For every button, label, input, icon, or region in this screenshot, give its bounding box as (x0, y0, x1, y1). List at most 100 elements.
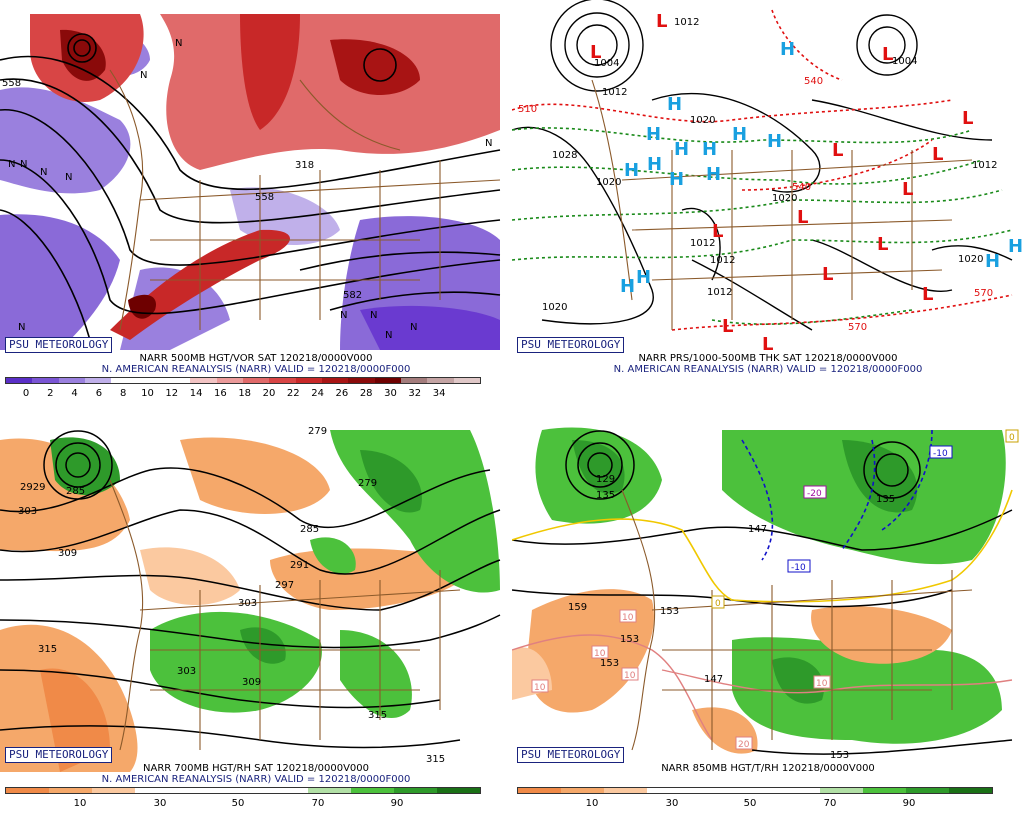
colorbar-tick-label: 50 (743, 798, 757, 809)
isotherm-label: 20 (738, 740, 750, 750)
colorbar-segment (518, 788, 562, 793)
contour-label: 303 (238, 598, 257, 609)
contour-label: 309 (242, 677, 261, 688)
vort-min-marker: N (8, 159, 15, 170)
colorbar-segment (776, 788, 820, 793)
isobars (512, 0, 1013, 331)
colorbar-tick-label: 90 (902, 798, 916, 809)
colorbar-segment (269, 378, 296, 383)
colorbar-tick-label: 0 (22, 388, 30, 399)
dry-region (180, 437, 330, 514)
colorbar-tick-label: 32 (408, 388, 422, 399)
map-pressure: 1012 1004 1004 1020 1028 1020 1012 1020 … (512, 0, 1023, 355)
rh-colorbar (5, 787, 481, 794)
isobar-label: 1004 (892, 56, 917, 67)
contour-label: 291 (290, 560, 309, 571)
colorbar-segment (6, 788, 50, 793)
contour-label: 285 (66, 486, 85, 497)
colorbar-tick-label: 16 (214, 388, 227, 399)
colorbar-segment (295, 378, 322, 383)
colorbar-segment (948, 788, 993, 793)
colorbar-tick-label: 70 (823, 798, 837, 809)
high-pressure-marker: H (624, 160, 639, 181)
contour-label: 315 (368, 710, 387, 721)
isobar-label: 1004 (594, 58, 619, 69)
colorbar-segment (427, 378, 454, 383)
vort-region (0, 214, 120, 350)
map-caption: NARR 500MB HGT/VOR SAT 120218/0000V000 (139, 353, 373, 364)
contour-label: 309 (58, 548, 77, 559)
low-pressure-marker: L (877, 234, 888, 255)
colorbar-segment (216, 378, 243, 383)
thickness-label: 540 (804, 76, 823, 87)
high-pressure-marker: H (985, 251, 1000, 272)
high-pressure-marker: H (646, 124, 661, 145)
colorbar-segment (307, 788, 351, 793)
moist-region (722, 430, 1006, 565)
colorbar-segment (135, 788, 179, 793)
colorbar-segment (733, 788, 777, 793)
contour-label: 285 (300, 524, 319, 535)
vort-max-region (240, 14, 300, 130)
vort-min-marker: N (65, 172, 72, 183)
vort-min-marker: N (175, 38, 182, 49)
colorbar-segment (6, 378, 33, 383)
vort-min-marker: N (140, 70, 147, 81)
psu-credit: PSU METEOROLOGY (5, 337, 113, 353)
colorbar-tick-label: 6 (95, 388, 103, 399)
colorbar-tick-label: 28 (359, 388, 373, 399)
colorbar-segment (374, 378, 401, 383)
contour-label: 297 (275, 580, 294, 591)
moist-region (572, 440, 625, 494)
isotherm-label: 10 (624, 671, 636, 681)
colorbar-segment (436, 788, 481, 793)
isotherm-label: -20 (807, 489, 822, 499)
high-pressure-marker: H (636, 267, 651, 288)
isotherm-label: -10 (933, 449, 948, 459)
colorbar-tick-label: 26 (335, 388, 349, 399)
contour-label: 303 (18, 506, 37, 517)
isobar-label: 1020 (958, 254, 983, 265)
isobar-label: 1020 (690, 115, 715, 126)
contour-label: 153 (660, 606, 679, 617)
colorbar-segment (393, 788, 437, 793)
colorbar-segment (264, 788, 308, 793)
colorbar-tick-label: 20 (262, 388, 276, 399)
colorbar-tick-label: 50 (231, 798, 245, 809)
thickness-label: 570 (848, 322, 867, 333)
low-pressure-marker: L (902, 179, 913, 200)
panel-850mb-rh: 129 135 135 147 153 153 153 159 147 153 … (512, 410, 1024, 819)
vort-min-marker: N (20, 159, 27, 170)
isobar-label: 1028 (552, 150, 577, 161)
vort-max-region (330, 39, 420, 95)
dry-region (40, 668, 110, 772)
colorbar-segment (242, 378, 270, 383)
colorbar-segment (92, 788, 136, 793)
colorbar-segment (905, 788, 949, 793)
vort-min-marker: N (40, 167, 47, 178)
low-pressure-marker: L (962, 108, 973, 129)
contour-label: 153 (620, 634, 639, 645)
colorbar-segment (453, 378, 480, 383)
contour-label: 318 (295, 160, 314, 171)
vort-region (230, 187, 340, 245)
colorbar-segment (321, 378, 349, 383)
colorbar-tick-label: 12 (165, 388, 179, 399)
colorbar-tick-label: 2 (47, 388, 54, 399)
map-subcaption: N. AMERICAN REANALYSIS (NARR) VALID = 12… (613, 364, 923, 375)
moist-region (310, 537, 356, 574)
moist-region (150, 611, 322, 713)
panel-700mb-rh: 279 2929 285 303 309 315 279 285 291 297… (0, 410, 512, 819)
isotherm-label: 10 (816, 679, 828, 689)
colorbar-ticks: 10 30 50 70 90 (517, 798, 993, 810)
high-pressure-marker: H (620, 276, 635, 297)
contour-label: 279 (308, 426, 327, 437)
isobar-label: 1012 (690, 238, 715, 249)
dry-region (0, 438, 130, 552)
map-caption: NARR PRS/1000-500MB THK SAT 120218/0000V… (638, 353, 898, 364)
colorbar-ticks: 0 2 4 6 8 10 12 14 16 18 20 22 24 26 28 30 32 34 (5, 388, 481, 400)
low-pressure-marker: L (722, 316, 733, 337)
colorbar-tick-label: 70 (311, 798, 325, 809)
contour-label: 153 (830, 750, 849, 761)
vort-min-marker: N (485, 138, 492, 149)
